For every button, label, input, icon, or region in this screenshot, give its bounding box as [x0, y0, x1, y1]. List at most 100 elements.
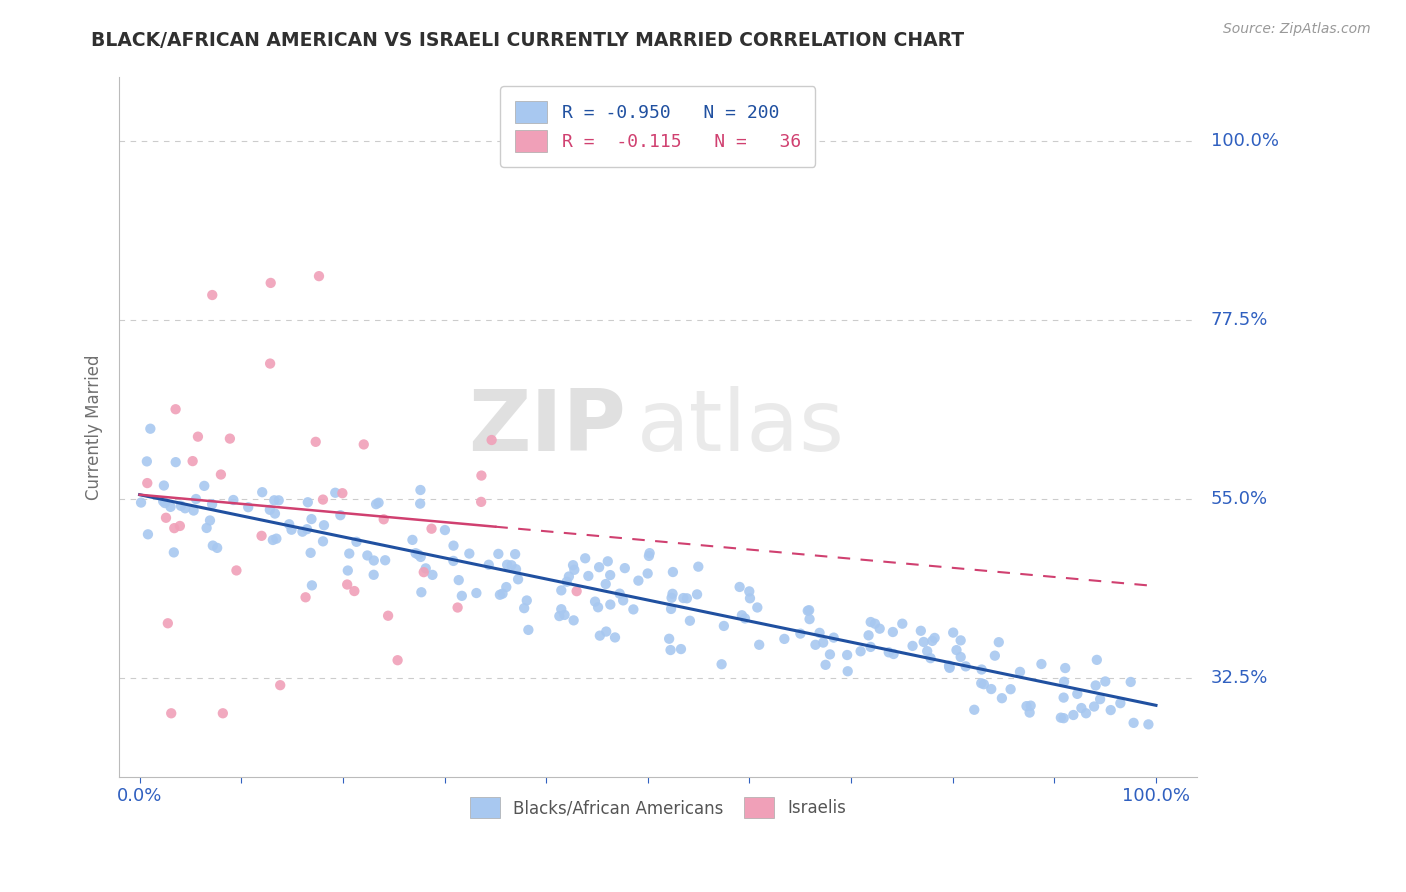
Point: [731, 608, 754, 623]
Point: [332, 486, 354, 500]
Point: [980, 681, 1002, 696]
Point: [1074, 706, 1097, 721]
Text: 55.0%: 55.0%: [1211, 490, 1268, 508]
Point: [496, 558, 519, 572]
Point: [353, 437, 375, 451]
Point: [308, 269, 330, 284]
Point: [1070, 701, 1092, 715]
Point: [336, 564, 359, 578]
Point: [201, 497, 224, 511]
Point: [811, 635, 834, 649]
Point: [198, 513, 221, 527]
Point: [346, 534, 368, 549]
Point: [562, 613, 585, 627]
Point: [804, 638, 827, 652]
Point: [837, 665, 859, 679]
Point: [818, 648, 841, 662]
Point: [1054, 661, 1077, 675]
Point: [1031, 657, 1053, 671]
Point: [262, 533, 284, 547]
Point: [312, 518, 335, 533]
Point: [710, 657, 733, 672]
Point: [136, 527, 159, 541]
Point: [266, 532, 288, 546]
Point: [201, 539, 224, 553]
Point: [491, 587, 513, 601]
Point: [363, 553, 385, 567]
Point: [637, 566, 659, 581]
Point: [661, 591, 683, 605]
Point: [374, 553, 396, 567]
Point: [263, 493, 285, 508]
Point: [915, 644, 938, 658]
Point: [422, 567, 444, 582]
Point: [363, 567, 385, 582]
Point: [135, 454, 157, 468]
Point: [312, 534, 335, 549]
Text: BLACK/AFRICAN AMERICAN VS ISRAELI CURRENTLY MARRIED CORRELATION CHART: BLACK/AFRICAN AMERICAN VS ISRAELI CURREN…: [91, 31, 965, 50]
Point: [441, 554, 464, 568]
Point: [808, 625, 831, 640]
Point: [1084, 678, 1107, 692]
Point: [558, 569, 581, 583]
Point: [1015, 699, 1038, 714]
Point: [1094, 674, 1116, 689]
Point: [938, 660, 960, 674]
Point: [1109, 696, 1132, 710]
Point: [169, 519, 191, 533]
Point: [877, 645, 900, 659]
Point: [446, 600, 468, 615]
Point: [882, 625, 904, 640]
Point: [222, 493, 245, 508]
Point: [405, 546, 427, 560]
Point: [183, 503, 205, 517]
Point: [938, 658, 960, 673]
Point: [823, 631, 845, 645]
Point: [789, 626, 811, 640]
Point: [863, 616, 886, 631]
Point: [1008, 665, 1031, 679]
Point: [443, 539, 465, 553]
Point: [1066, 687, 1088, 701]
Point: [505, 562, 527, 576]
Point: [589, 629, 612, 643]
Point: [343, 584, 366, 599]
Point: [415, 561, 437, 575]
Point: [503, 547, 526, 561]
Point: [555, 574, 578, 589]
Point: [181, 454, 204, 468]
Point: [987, 635, 1010, 649]
Point: [250, 485, 273, 500]
Point: [412, 565, 434, 579]
Text: Source: ZipAtlas.com: Source: ZipAtlas.com: [1223, 22, 1371, 37]
Point: [163, 545, 186, 559]
Point: [669, 642, 692, 657]
Point: [945, 643, 967, 657]
Point: [152, 494, 174, 508]
Point: [373, 512, 395, 526]
Point: [1099, 703, 1122, 717]
Point: [659, 643, 682, 657]
Point: [486, 547, 509, 561]
Point: [1062, 708, 1084, 723]
Point: [599, 598, 621, 612]
Point: [869, 622, 891, 636]
Point: [163, 521, 186, 535]
Point: [364, 497, 387, 511]
Point: [984, 648, 1007, 663]
Point: [596, 554, 619, 568]
Point: [238, 500, 260, 515]
Point: [1050, 711, 1073, 725]
Text: 77.5%: 77.5%: [1211, 310, 1268, 329]
Point: [638, 549, 661, 563]
Point: [565, 584, 588, 599]
Point: [297, 495, 319, 509]
Point: [165, 455, 187, 469]
Point: [401, 533, 423, 547]
Point: [1053, 674, 1076, 689]
Point: [458, 547, 481, 561]
Point: [211, 706, 233, 721]
Point: [187, 430, 209, 444]
Point: [858, 628, 880, 642]
Point: [129, 495, 152, 509]
